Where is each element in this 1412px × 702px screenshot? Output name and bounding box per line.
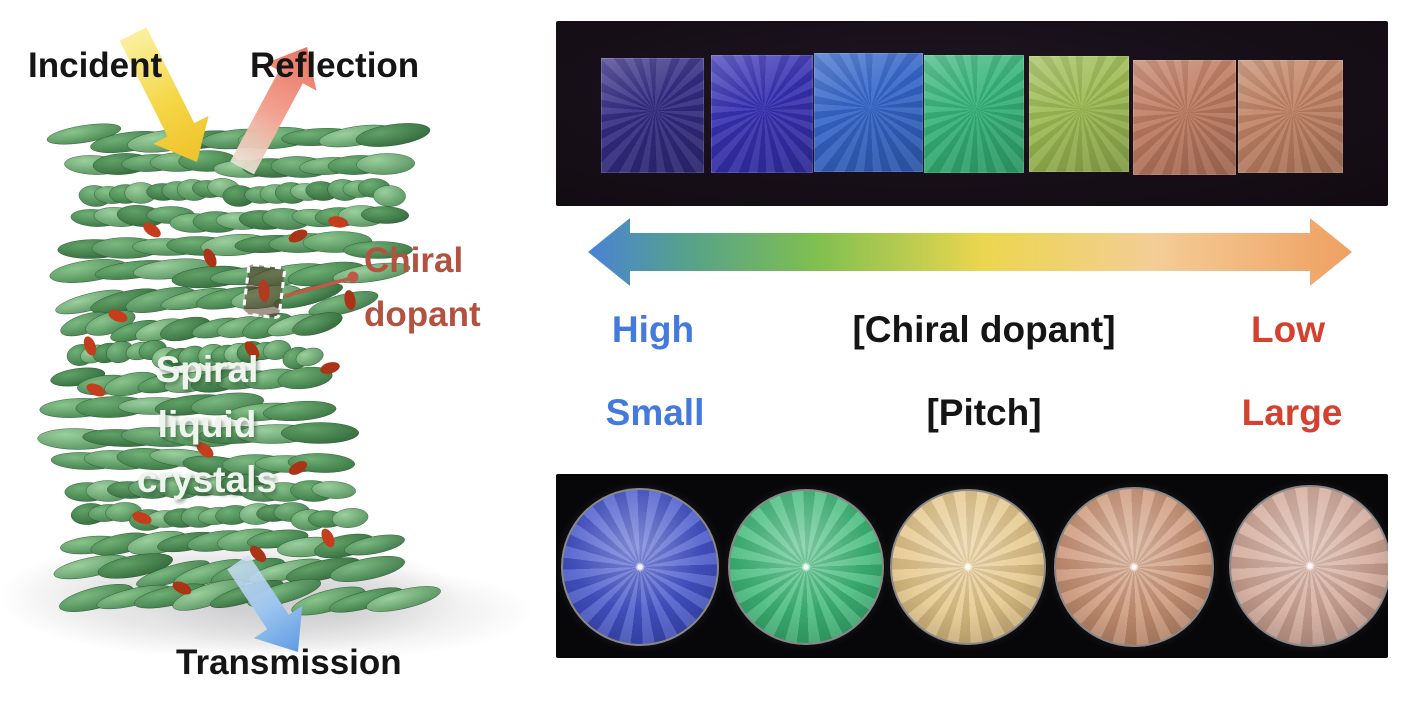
sample-square-5 — [1029, 56, 1129, 172]
chiral-dopant-molecules — [83, 216, 356, 595]
spiral-liquid-crystal-illustration — [0, 27, 535, 659]
chiral-dopant-label: Chiral dopant — [364, 234, 481, 342]
double-headed-arrow-icon — [588, 218, 1352, 286]
square-samples-photo — [556, 21, 1388, 206]
small-label: Small — [605, 392, 705, 433]
spiral-liquid-crystals-label: Spiral liquid crystals — [57, 342, 357, 507]
sample-square-6 — [1133, 60, 1236, 175]
incident-label: Incident — [28, 46, 163, 85]
reflection-label: Reflection — [250, 46, 420, 85]
chiral-dopant-label-line2: dopant — [364, 295, 481, 334]
sample-disc-5 — [1231, 487, 1388, 645]
disc-samples-photo — [556, 474, 1388, 658]
spiral-label-line2: liquid — [157, 404, 257, 445]
chiral-dopant-label-line1: Chiral — [364, 241, 464, 280]
pitch-axis-label: [Pitch] — [926, 392, 1042, 433]
sample-square-2 — [711, 55, 813, 173]
sample-square-4 — [924, 55, 1024, 173]
spiral-label-line1: Spiral — [155, 349, 259, 390]
color-gradient-double-arrow — [588, 218, 1352, 286]
dopant-highlight-box — [242, 262, 286, 320]
high-label: High — [611, 309, 695, 350]
transmission-light-arrow-icon — [227, 554, 303, 652]
dopant-callout-line — [284, 271, 359, 298]
sample-disc-3 — [892, 491, 1044, 643]
sample-square-1 — [601, 58, 704, 173]
transmission-label: Transmission — [176, 643, 402, 682]
spiral-label-line3: crystals — [137, 459, 277, 500]
chiral-dopant-axis-label: [Chiral dopant] — [852, 309, 1116, 350]
sample-square-3 — [814, 53, 923, 172]
sample-disc-4 — [1056, 489, 1212, 645]
large-label: Large — [1241, 392, 1343, 433]
incident-light-arrow-icon — [119, 27, 209, 162]
sample-disc-2 — [730, 491, 882, 643]
reflection-light-arrow-icon — [230, 47, 317, 175]
low-label: Low — [1251, 309, 1325, 350]
sample-disc-1 — [563, 490, 717, 644]
sample-square-7 — [1238, 60, 1343, 173]
